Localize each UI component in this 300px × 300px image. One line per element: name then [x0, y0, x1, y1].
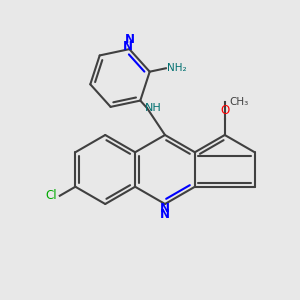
Text: NH₂: NH₂	[167, 63, 187, 73]
Text: N: N	[160, 202, 170, 215]
Text: N: N	[160, 208, 170, 220]
Text: N: N	[123, 40, 133, 52]
Text: Cl: Cl	[45, 189, 57, 202]
Text: O: O	[220, 104, 230, 117]
Text: N: N	[124, 32, 134, 46]
Text: CH₃: CH₃	[229, 97, 248, 107]
Text: NH: NH	[145, 103, 162, 113]
